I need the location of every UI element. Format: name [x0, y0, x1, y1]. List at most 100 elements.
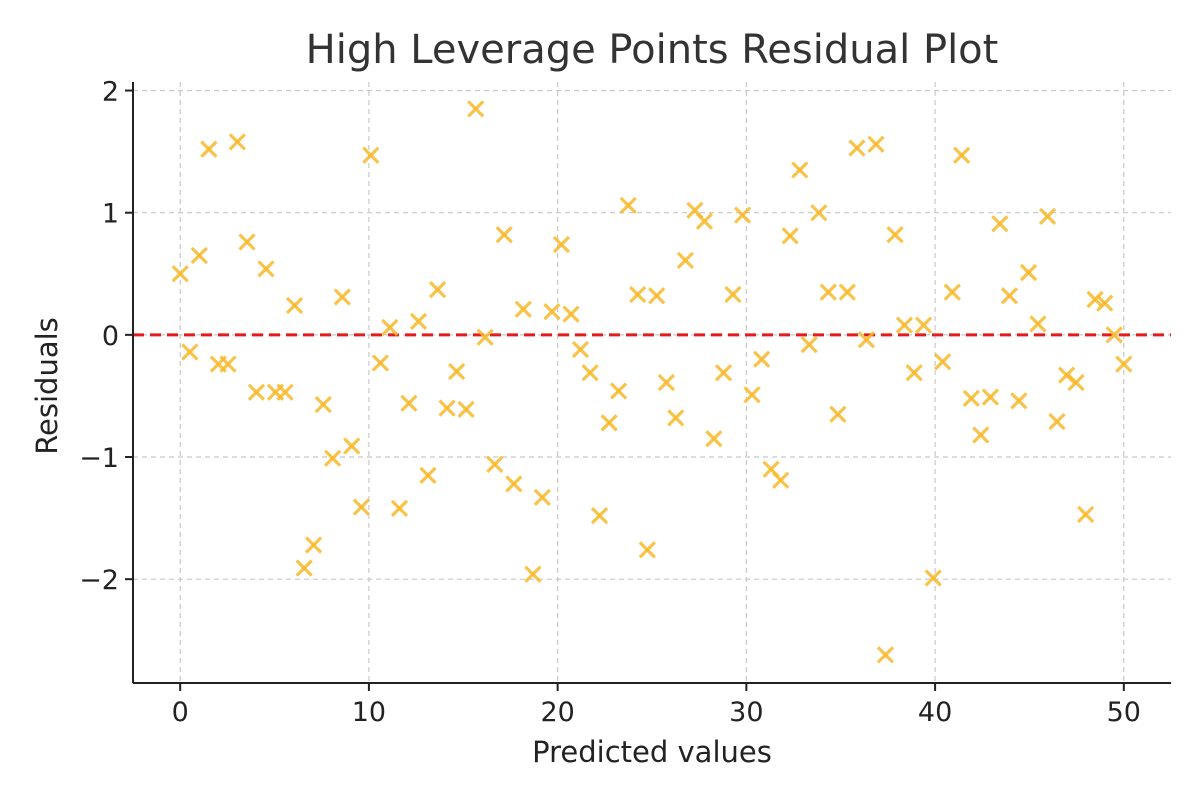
data-point-26: [419, 466, 437, 484]
data-point-58: [724, 285, 742, 304]
data-point-77: [905, 364, 923, 382]
data-point-78: [914, 316, 933, 334]
data-point-94: [1067, 373, 1085, 392]
data-point-15: [314, 395, 332, 414]
data-point-31: [467, 100, 485, 118]
data-point-9: [257, 260, 275, 278]
data-point-55: [695, 212, 714, 230]
data-point-69: [829, 405, 847, 423]
y-axis-label: Residuals: [30, 317, 64, 455]
data-point-46: [609, 382, 628, 400]
x-axis-label: Predicted values: [532, 735, 772, 769]
data-point-63: [772, 471, 790, 489]
y-tick-label-4: −2: [79, 565, 119, 596]
data-point-90: [1029, 315, 1047, 333]
data-point-51: [657, 373, 675, 392]
y-tick-label-0: 2: [102, 77, 119, 108]
data-point-57: [714, 364, 733, 382]
data-points: [171, 100, 1133, 664]
data-point-40: [552, 235, 571, 254]
data-point-91: [1038, 207, 1057, 226]
data-point-18: [343, 437, 361, 455]
data-point-53: [676, 251, 695, 269]
data-point-79: [924, 569, 942, 587]
data-point-44: [590, 507, 609, 525]
data-point-76: [895, 316, 914, 334]
data-point-50: [648, 287, 666, 305]
data-point-96: [1086, 290, 1104, 309]
data-point-33: [486, 455, 504, 473]
data-point-52: [667, 409, 685, 427]
data-point-98: [1105, 326, 1123, 344]
data-point-3: [200, 140, 218, 158]
x-tick-label-5: 50: [1107, 697, 1141, 728]
data-point-83: [962, 389, 980, 408]
data-point-99: [1115, 355, 1133, 373]
data-point-38: [533, 488, 551, 506]
data-point-68: [819, 283, 837, 301]
data-point-7: [238, 233, 256, 251]
data-point-32: [476, 328, 494, 346]
data-point-70: [838, 283, 856, 301]
x-tick-label-2: 20: [540, 697, 574, 728]
data-point-47: [619, 196, 637, 215]
x-tick-label-3: 30: [729, 697, 763, 728]
data-point-37: [524, 565, 542, 583]
data-point-43: [581, 364, 599, 382]
x-tick-label-0: 0: [172, 697, 189, 728]
data-point-60: [743, 386, 761, 404]
chart-title: High Leverage Points Residual Plot: [306, 27, 999, 73]
data-point-39: [543, 303, 561, 321]
data-point-25: [409, 312, 428, 331]
data-point-20: [362, 146, 380, 164]
data-point-71: [848, 139, 866, 157]
data-point-35: [505, 475, 523, 493]
y-tick-label-2: 0: [102, 321, 119, 352]
data-point-13: [295, 559, 313, 577]
data-point-24: [400, 394, 418, 412]
data-point-85: [981, 388, 1000, 406]
data-point-61: [753, 350, 771, 368]
data-point-87: [1000, 287, 1019, 305]
data-point-74: [876, 646, 895, 664]
data-point-11: [276, 383, 294, 401]
data-point-8: [247, 383, 266, 401]
data-point-30: [457, 400, 475, 419]
data-point-80: [934, 353, 952, 371]
y-tick-label-3: −1: [79, 443, 119, 474]
data-point-28: [438, 399, 456, 417]
data-point-67: [810, 204, 828, 222]
grid-lines: [133, 82, 1171, 683]
data-point-75: [886, 226, 904, 244]
data-point-89: [1019, 263, 1038, 282]
data-point-82: [953, 146, 971, 164]
data-point-48: [629, 285, 647, 304]
data-point-41: [562, 305, 580, 323]
data-point-17: [333, 288, 351, 306]
data-point-16: [324, 449, 342, 467]
data-point-45: [600, 414, 618, 432]
data-point-49: [638, 541, 656, 559]
data-point-14: [304, 536, 323, 554]
data-point-6: [228, 133, 246, 151]
data-point-84: [972, 426, 990, 444]
data-point-1: [181, 343, 199, 361]
data-point-19: [352, 498, 370, 516]
data-point-64: [781, 227, 799, 245]
data-point-22: [381, 318, 399, 337]
y-tick-label-1: 1: [102, 199, 119, 230]
data-point-88: [1010, 392, 1028, 410]
x-tick-label-1: 10: [352, 697, 386, 728]
data-point-72: [857, 331, 876, 349]
data-point-21: [371, 354, 390, 372]
data-point-5: [219, 355, 237, 373]
data-point-42: [571, 340, 590, 359]
data-point-27: [428, 281, 447, 299]
data-point-2: [190, 246, 208, 265]
data-point-23: [390, 499, 409, 517]
data-point-34: [495, 226, 513, 244]
x-tick-label-4: 40: [918, 697, 952, 728]
y-axis-ticks: 2 1 0 −1 −2: [79, 77, 133, 596]
data-point-65: [791, 161, 809, 179]
data-point-95: [1077, 505, 1095, 524]
